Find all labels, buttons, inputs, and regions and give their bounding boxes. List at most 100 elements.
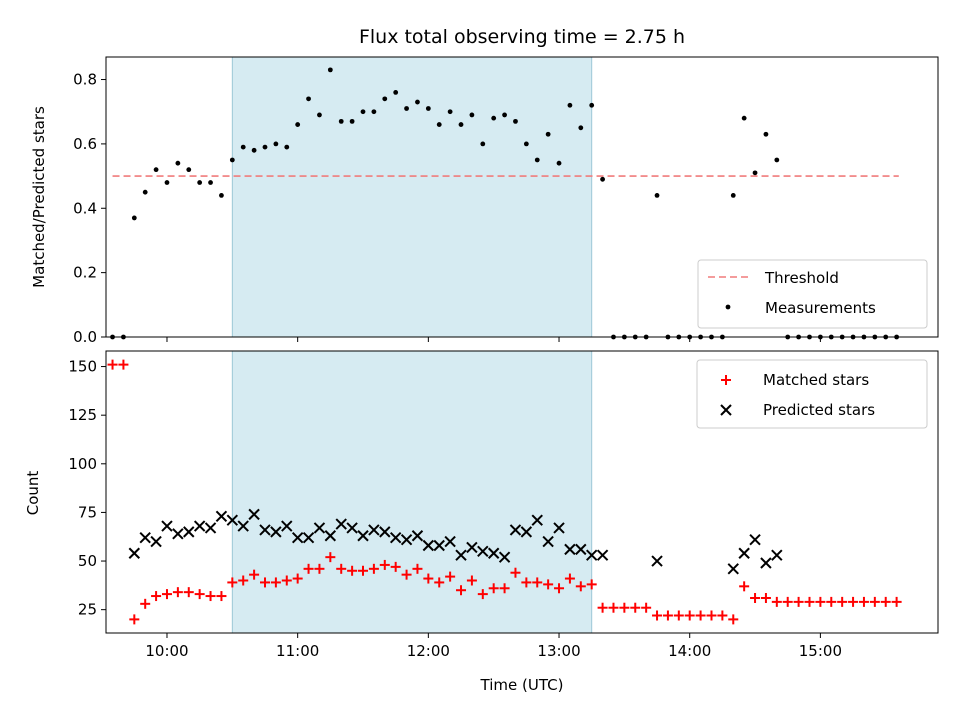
matched-star-point [880, 596, 891, 607]
matched-star-point [227, 577, 238, 588]
matched-star-point [739, 581, 750, 592]
matched-star-point [554, 583, 565, 594]
predicted-star-point [466, 541, 478, 554]
count-y-tick-label: 150 [68, 358, 97, 376]
measurement-point [763, 131, 769, 137]
predicted-star-point [520, 526, 533, 538]
x-tick-label: 10:00 [145, 642, 188, 660]
matched-star-point [303, 563, 314, 574]
predicted-star-point [215, 510, 228, 523]
predicted-star-point [738, 547, 750, 559]
flux-panel-frame [105, 56, 939, 338]
predicted-star-point [193, 520, 206, 532]
matched-star-point [325, 552, 336, 563]
matched-star-point [673, 610, 684, 621]
measurement-points [110, 67, 900, 340]
predicted-star-point [400, 533, 413, 546]
matched-star-point [368, 563, 379, 574]
predicted-star-point [335, 518, 347, 530]
measurement-point [208, 180, 213, 185]
x-axis-label: Time (UTC) [480, 676, 564, 694]
predicted-star-point [727, 563, 739, 575]
measurement-point [523, 141, 529, 147]
matched-star-point [401, 569, 412, 580]
predicted-star-point [270, 526, 282, 538]
matched-star-point [804, 596, 815, 607]
matched-star-point [434, 577, 445, 588]
matched-star-point [445, 571, 456, 582]
matched-star-point [292, 573, 303, 584]
measurement-point [491, 115, 497, 121]
predicted-star-point [389, 531, 402, 544]
star-count-panel: 25 50 75 100 125 150 10:00 11:00 12:00 13:00 14:0… [24, 350, 939, 694]
measurement-point [589, 102, 595, 108]
predicted-star-point [564, 543, 576, 556]
matched-star-point [815, 596, 826, 607]
matched-star-point [782, 596, 793, 607]
predicted-star-point [585, 549, 598, 561]
measurement-point [502, 112, 507, 118]
measurement-point [545, 131, 551, 137]
matched-star-point [194, 589, 205, 600]
legend-matched-swatch [721, 375, 731, 385]
matched-star-point [129, 614, 140, 625]
matched-star-point [336, 563, 347, 574]
measurement-point [393, 90, 399, 95]
measurement-point [273, 141, 279, 147]
matched-star-point [760, 592, 771, 603]
measurement-point [600, 176, 605, 182]
predicted-star-point [281, 520, 293, 532]
matched-stars-points [107, 359, 902, 625]
predicted-star-point [346, 522, 358, 534]
matched-star-point [140, 598, 151, 609]
matched-star-point [107, 359, 118, 370]
matched-star-point [630, 602, 641, 613]
matched-star-point [314, 563, 325, 574]
matched-star-point [826, 596, 837, 607]
predicted-star-point [128, 547, 141, 559]
matched-star-point [358, 565, 369, 576]
predicted-star-point [259, 524, 271, 536]
matched-star-point [837, 596, 848, 607]
measurement-point [153, 167, 159, 173]
measurement-point [219, 192, 224, 198]
matched-star-point [379, 559, 390, 570]
count-y-axis-label: Count [24, 471, 42, 516]
predicted-star-point [313, 522, 326, 534]
predicted-star-point [150, 535, 162, 548]
matched-star-point [466, 575, 477, 586]
measurement-point [480, 141, 486, 147]
matched-star-point [423, 573, 434, 584]
measurement-point [306, 96, 311, 102]
x-tick-label: 15:00 [799, 642, 842, 660]
measurement-point [382, 96, 388, 102]
predicted-star-point [411, 530, 424, 542]
predicted-star-point [248, 508, 260, 521]
predicted-star-point [760, 557, 772, 569]
measurement-point [262, 144, 268, 150]
measurement-point [360, 109, 366, 115]
matched-star-point [499, 583, 510, 594]
measurement-point [317, 112, 322, 118]
matched-star-point [172, 587, 183, 598]
legend-threshold-label: Threshold [764, 269, 839, 287]
flux-ratio-panel: 0.0 0.2 0.4 0.6 0.8 Flux total observing tim… [30, 26, 939, 346]
chart-title: Flux total observing time = 2.75 h [359, 26, 685, 48]
flux-y-tick-label: 0.4 [73, 199, 97, 217]
flux-observing-window [231, 56, 593, 338]
predicted-star-point [596, 549, 609, 561]
flux-y-tick-label: 0.8 [73, 71, 97, 89]
matched-star-point [390, 561, 401, 572]
matched-star-point [161, 589, 172, 600]
measurement-point [131, 215, 137, 221]
predicted-stars-points [128, 508, 783, 575]
predicted-star-point [651, 555, 663, 567]
count-y-tick-label: 100 [68, 455, 97, 473]
matched-star-point [510, 567, 521, 578]
matched-star-point [597, 602, 608, 613]
predicted-star-point [509, 524, 522, 536]
predicted-star-point [172, 528, 184, 540]
matched-star-point [662, 610, 673, 621]
measurement-point [447, 109, 453, 115]
